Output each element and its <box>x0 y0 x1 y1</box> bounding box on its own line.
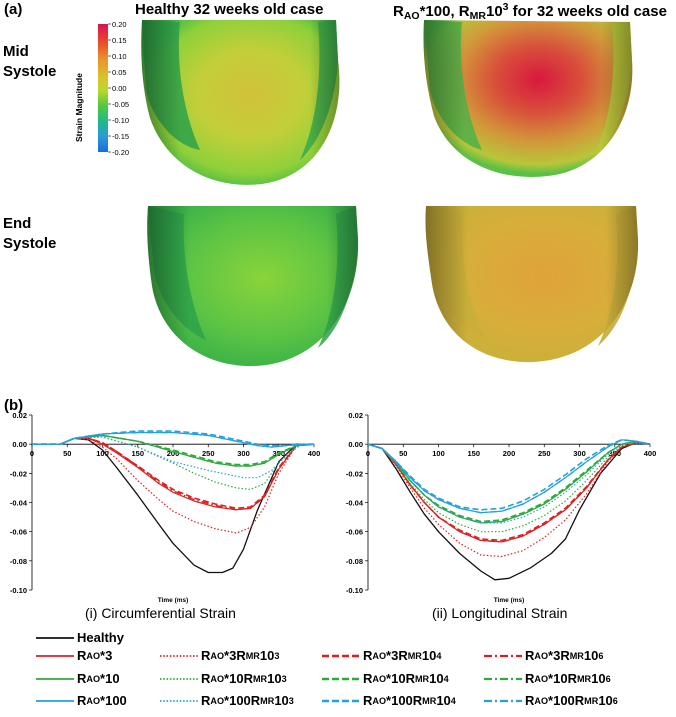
series-line-healthy <box>32 437 314 574</box>
y-tick-label: -0.04 <box>346 499 364 508</box>
colorbar-tick-label: -0.15 <box>112 132 129 141</box>
y-tick-label: -0.06 <box>346 528 363 537</box>
colorbar-tick-label: 0.20 <box>112 20 127 29</box>
legend-item: R AO *10 <box>36 671 120 686</box>
x-tick-label: 250 <box>538 449 551 458</box>
y-tick-label: -0.10 <box>346 586 363 595</box>
circumferential-strain-chart: 0.02 0.00 -0.02 -0.04 -0.06 -0.08 -0.10 0 50 100 1… <box>10 411 321 604</box>
y-tick-label: -0.04 <box>10 499 28 508</box>
row-label-mid-systole: Mid Systole <box>3 43 57 80</box>
caption-longitudinal: (ii) Longitudinal Strain <box>432 605 568 621</box>
x-tick-label: 200 <box>503 449 516 458</box>
y-tick-label: 0.00 <box>12 440 27 449</box>
ventricle-case-mid-systole <box>423 20 633 177</box>
y-tick-label: -0.08 <box>10 557 27 566</box>
legend-item: R AO *100 R MR 10 3 <box>160 693 294 708</box>
x-tick-label: 400 <box>644 449 657 458</box>
series-line-healthy <box>367 442 651 581</box>
ventricle-renderings <box>141 20 639 367</box>
series-line-ao100_mr3 <box>32 436 315 479</box>
x-tick-label: 100 <box>432 449 445 458</box>
colorbar-label: Strain Magnitude <box>74 73 84 142</box>
y-tick-label: -0.08 <box>346 557 363 566</box>
x-axis-label: Time (ms) <box>494 597 525 604</box>
x-tick-label: 100 <box>96 449 109 458</box>
colorbar: Strain Magnitude 0.20 0.15 0.10 0.05 0.00 -0.… <box>74 20 136 162</box>
legend-item: R AO *10 R MR 10 6 <box>484 671 611 686</box>
ventricle-case-end-systole <box>425 206 639 363</box>
panel-b-label: (b) <box>4 397 24 414</box>
colorbar-tick-label: -0.05 <box>112 100 129 109</box>
colorbar-tick-label: -0.20 <box>112 148 129 157</box>
row-label-end-systole: End Systole <box>3 215 57 252</box>
panel-a-label: (a) <box>4 1 23 18</box>
y-tick-label: 0.00 <box>348 440 363 449</box>
x-tick-label: 400 <box>308 449 321 458</box>
legend-item: R AO *3 <box>36 648 113 663</box>
x-tick-label: 0 <box>30 449 34 458</box>
series-line-ao10_mr3 <box>32 436 315 490</box>
series-line-ao3_mr4 <box>367 441 651 542</box>
y-tick-label: 0.02 <box>348 411 363 420</box>
healthy-column-title: Healthy 32 weeks old case <box>135 1 324 18</box>
legend-item: R AO *3 R MR 10 3 <box>160 648 280 663</box>
case-column-title: RAO*100, RMR103 for 32 weeks old case <box>393 1 667 22</box>
x-tick-label: 50 <box>399 449 407 458</box>
legend-item: R AO *3 R MR 10 6 <box>484 648 604 663</box>
legend-item: R AO *3 R MR 10 4 <box>322 648 442 663</box>
series-line-ao100_mr6 <box>367 439 651 514</box>
x-tick-label: 150 <box>131 449 144 458</box>
legend-item: R AO *10 R MR 10 4 <box>322 671 449 686</box>
ventricle-healthy-mid-systole <box>141 20 340 185</box>
series-line-ao3_mr4 <box>32 437 315 510</box>
colorbar-tick-label: 0.10 <box>112 52 127 61</box>
y-tick-label: -0.02 <box>10 469 27 478</box>
series-line-ao100_mr3 <box>367 442 651 524</box>
y-tick-label: -0.02 <box>346 469 363 478</box>
legend-item: R AO *100 R MR 10 6 <box>484 693 618 708</box>
colorbar-tick-label: -0.10 <box>112 116 129 125</box>
x-tick-label: 50 <box>63 449 71 458</box>
colorbar-tick-label: 0.00 <box>112 84 127 93</box>
x-tick-label: 0 <box>366 449 370 458</box>
legend: Healthy R AO *3 R AO *3 R MR 10 3 R AO *3 R MR 10 4 R AO *… <box>0 624 676 717</box>
series-line-ao3_mr3 <box>32 437 315 534</box>
x-tick-label: 300 <box>573 449 586 458</box>
colorbar-tick-label: 0.05 <box>112 68 127 77</box>
legend-item: R AO *10 R MR 10 3 <box>160 671 287 686</box>
colorbar-tick-label: 0.15 <box>112 36 127 45</box>
y-tick-label: -0.10 <box>10 586 27 595</box>
colorbar-gradient <box>98 24 108 152</box>
legend-item: R AO *100 <box>36 693 127 708</box>
caption-circumferential: (i) Circumferential Strain <box>85 605 236 621</box>
series-line-ao3_mr6 <box>32 437 315 511</box>
series-line-ao3_mr3 <box>367 442 651 558</box>
y-tick-label: 0.02 <box>12 411 27 420</box>
x-tick-label: 250 <box>202 449 215 458</box>
x-axis-label: Time (ms) <box>158 597 189 604</box>
y-tick-label: -0.06 <box>10 528 27 537</box>
legend-item: R AO *100 R MR 10 4 <box>322 693 456 708</box>
x-tick-label: 150 <box>467 449 480 458</box>
longitudinal-strain-chart: 0.02 0.00 -0.02 -0.04 -0.06 -0.08 -0.10 0 50 100 1… <box>346 411 657 604</box>
x-tick-label: 200 <box>167 449 180 458</box>
legend-item-healthy: Healthy <box>36 630 124 645</box>
series-line-ao10_mr3 <box>367 442 651 533</box>
x-tick-label: 300 <box>237 449 250 458</box>
ventricle-healthy-end-systole <box>147 206 359 367</box>
series-line-ao100_mr6 <box>32 431 314 448</box>
